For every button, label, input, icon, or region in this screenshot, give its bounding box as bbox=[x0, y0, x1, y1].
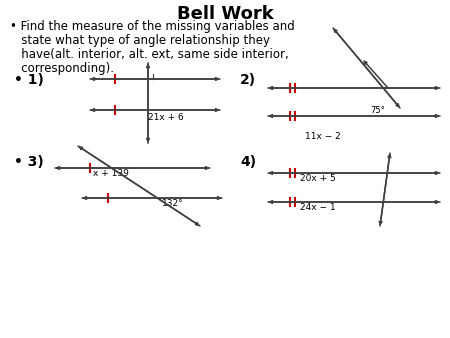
Text: • 3): • 3) bbox=[14, 155, 44, 169]
Text: 24x − 1: 24x − 1 bbox=[300, 203, 336, 212]
Text: • Find the measure of the missing variables and: • Find the measure of the missing variab… bbox=[10, 20, 295, 33]
Text: corresponding).: corresponding). bbox=[10, 62, 114, 75]
Text: have(alt. interior, alt. ext, same side interior,: have(alt. interior, alt. ext, same side … bbox=[10, 48, 289, 61]
Text: x + 139: x + 139 bbox=[93, 169, 129, 178]
Text: Bell Work: Bell Work bbox=[176, 5, 274, 23]
Text: 11x − 2: 11x − 2 bbox=[305, 132, 341, 141]
Text: 4): 4) bbox=[240, 155, 256, 169]
Text: 75°: 75° bbox=[370, 106, 385, 115]
Text: • 1): • 1) bbox=[14, 73, 44, 87]
Text: state what type of angle relationship they: state what type of angle relationship th… bbox=[10, 34, 270, 47]
Text: 132°: 132° bbox=[162, 199, 184, 208]
Text: 20x + 5: 20x + 5 bbox=[300, 174, 336, 183]
Text: 2): 2) bbox=[240, 73, 256, 87]
Text: 21x + 6: 21x + 6 bbox=[148, 113, 184, 122]
